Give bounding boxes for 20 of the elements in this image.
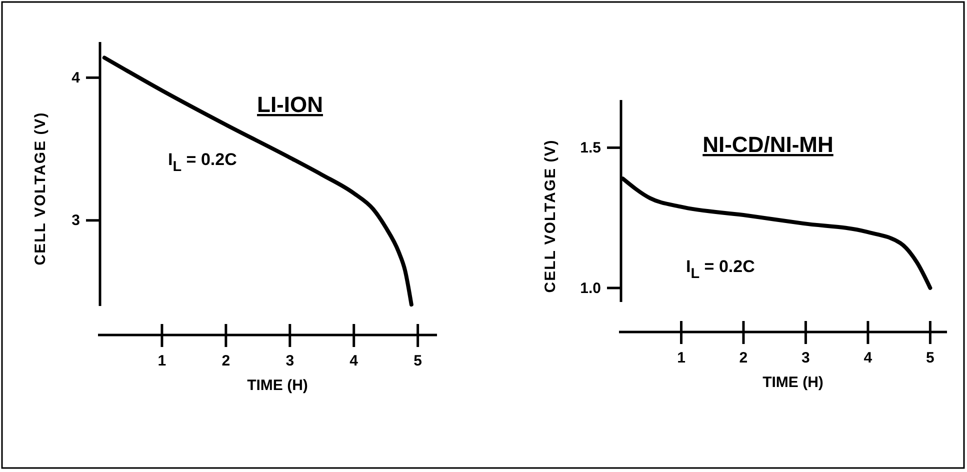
x-axis-title: TIME (H) <box>247 377 308 394</box>
y-axis-title: CELL VOLTAGE (V) <box>32 112 49 266</box>
y-axis-title: CELL VOLTAGE (V) <box>542 139 559 293</box>
annotation: I$_{L}$ = 0.2C <box>168 150 237 175</box>
x-tick-label: 1 <box>158 352 166 370</box>
y-tick-label: 1.5 <box>580 139 601 156</box>
x-tick-label: 4 <box>350 352 359 370</box>
x-tick-label: 5 <box>926 350 934 367</box>
x-tick-label: 2 <box>222 352 230 370</box>
x-tick-label: 2 <box>739 350 748 367</box>
x-tick-label: 3 <box>286 352 294 370</box>
x-axis-title: TIME (H) <box>762 374 824 391</box>
y-tick-label: 1.0 <box>580 280 601 297</box>
annotation: I$_{L}$ = 0.2C <box>686 257 755 282</box>
x-tick-label: 1 <box>677 350 686 367</box>
text: LI-ION <box>257 92 323 117</box>
x-tick-label: 4 <box>864 350 873 367</box>
x-tick-label: 5 <box>414 352 422 370</box>
text: NI-CD/NI-MH <box>702 132 834 157</box>
x-tick-label: 3 <box>802 350 810 367</box>
